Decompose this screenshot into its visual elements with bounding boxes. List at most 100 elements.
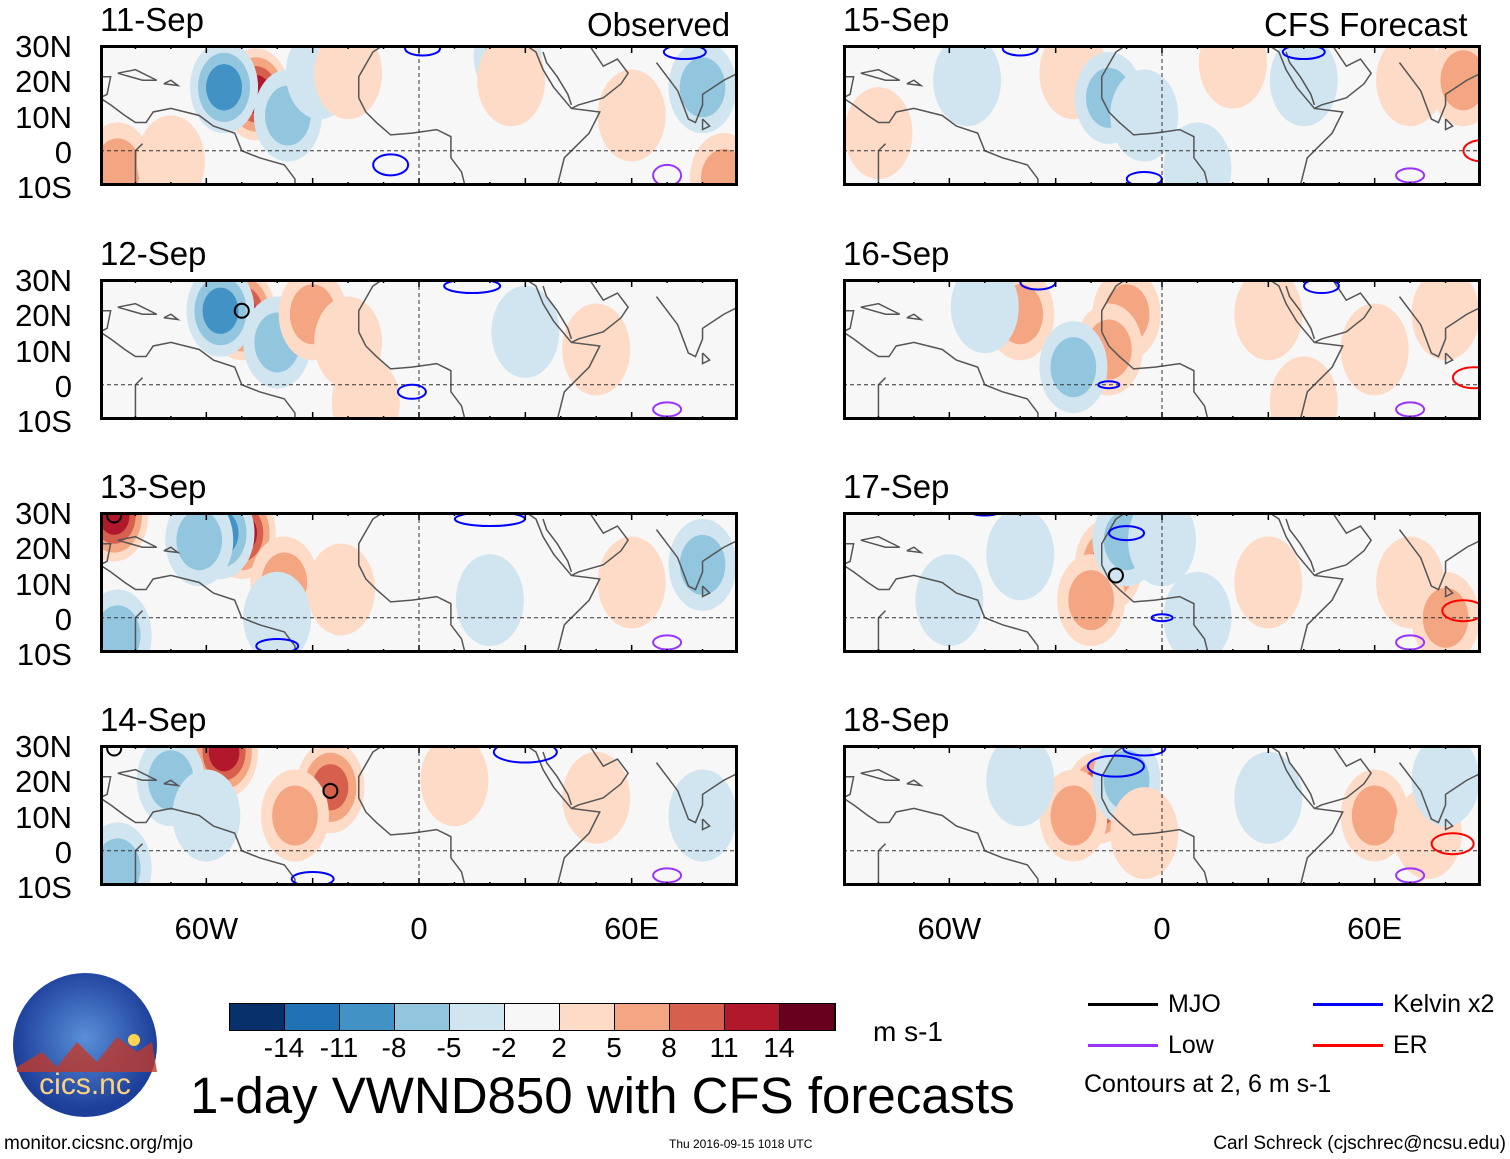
anomaly-mark <box>701 148 738 186</box>
coastline <box>358 564 466 653</box>
coastline <box>1285 285 1316 340</box>
coastline <box>1444 352 1454 365</box>
coastline <box>134 610 144 653</box>
coastline <box>655 296 738 358</box>
coastline <box>117 768 158 781</box>
anomaly-mark <box>208 745 240 772</box>
panel-date: 14-Sep <box>100 701 207 738</box>
colorbar-label: 2 <box>551 1032 567 1063</box>
footer-url[interactable]: monitor.cicsnc.org/mjo <box>4 1133 194 1154</box>
legend-line <box>1088 1044 1158 1047</box>
map-panel-16-Sep <box>843 279 1481 420</box>
lat-label: 30N <box>15 263 72 298</box>
legend-line <box>1088 1003 1158 1006</box>
anomaly-mark <box>331 356 400 420</box>
coastline <box>1398 529 1481 591</box>
coastline <box>134 843 144 886</box>
legend-line <box>1313 1003 1383 1006</box>
coastline <box>571 279 630 344</box>
coastline <box>906 313 924 321</box>
lon-label: 60E <box>604 911 660 946</box>
coastline <box>843 309 855 333</box>
coastline <box>542 285 573 340</box>
anomaly-mark <box>1198 45 1267 109</box>
anomaly-mark <box>1110 69 1179 162</box>
lat-label: 30N <box>15 496 72 531</box>
lat-label: 10N <box>15 333 72 369</box>
lat-label: 0 <box>54 601 72 637</box>
lat-label: 10S <box>16 637 72 672</box>
wave-contour <box>1097 380 1121 390</box>
wave-contour <box>1001 45 1039 57</box>
colorbar-label: 8 <box>661 1032 677 1063</box>
colorbar-label: 5 <box>606 1032 622 1063</box>
anomaly-mark <box>420 745 489 827</box>
panel-date: 16-Sep <box>843 235 950 272</box>
coastline <box>542 51 573 106</box>
coastline <box>357 279 601 420</box>
coastline <box>1444 818 1454 831</box>
coastline <box>358 331 466 420</box>
colorbar-swatch <box>395 1004 450 1030</box>
anomaly-mark <box>562 303 631 396</box>
lat-label: 10N <box>15 799 72 835</box>
coastline <box>860 68 901 81</box>
lon-label: 60W <box>174 911 239 946</box>
coastline <box>877 377 887 420</box>
coastline <box>655 529 738 591</box>
coastline <box>117 535 158 548</box>
anomaly-mark <box>933 45 1002 127</box>
anomaly-mark <box>1050 785 1097 846</box>
anomaly-mark <box>314 45 383 120</box>
coastline <box>163 779 181 787</box>
legend-label: Kelvin x2 <box>1393 990 1495 1018</box>
map-panel-14-Sep <box>100 745 738 886</box>
anomaly-mark <box>1110 787 1179 880</box>
coastline <box>1100 45 1344 186</box>
lon-label: 0 <box>410 911 428 946</box>
anomaly-mark <box>1411 279 1480 361</box>
coastline <box>1314 45 1373 110</box>
anomaly-mark <box>1269 356 1338 420</box>
anomaly-mark <box>915 554 984 647</box>
coastline <box>655 62 738 124</box>
anomaly-mark <box>562 751 631 844</box>
wave-contour <box>106 745 123 757</box>
lat-label: 20N <box>15 298 72 334</box>
map-panel-11-Sep <box>100 45 738 186</box>
anomaly-mark <box>1163 571 1232 653</box>
coastline <box>1398 296 1481 358</box>
coastline <box>701 352 711 365</box>
lat-label: 10N <box>15 99 72 135</box>
colorbar-swatch <box>285 1004 340 1030</box>
coastline <box>1314 512 1373 577</box>
colorbar-label: -14 <box>263 1032 305 1063</box>
coastline <box>542 751 573 806</box>
coastline <box>542 518 573 573</box>
coastline <box>357 745 601 886</box>
anomaly-mark <box>950 279 1019 354</box>
coastline <box>860 768 901 781</box>
figure-title: 1-day VWND850 with CFS forecasts <box>190 1067 1015 1124</box>
map-panel-17-Sep <box>843 512 1481 653</box>
coastline <box>100 331 296 420</box>
colorbar-swatch <box>560 1004 615 1030</box>
coastline <box>843 564 1039 653</box>
legend-label: Low <box>1168 1031 1214 1059</box>
wave-contour <box>404 45 442 57</box>
coastline <box>1398 762 1481 824</box>
panel-date: 17-Sep <box>843 468 950 505</box>
coastline <box>1398 62 1481 124</box>
anomaly-mark <box>986 745 1055 827</box>
coastline <box>701 585 711 598</box>
lon-label: 60E <box>1347 911 1403 946</box>
coastline <box>1444 118 1454 131</box>
lon-label: 60W <box>917 911 982 946</box>
coastline <box>1101 564 1209 653</box>
colorbar-label: 14 <box>763 1032 795 1063</box>
coastline <box>877 843 887 886</box>
coastline <box>877 143 887 186</box>
coastline <box>906 546 924 554</box>
anomaly-mark <box>668 769 737 862</box>
wave-contour <box>1086 754 1145 778</box>
